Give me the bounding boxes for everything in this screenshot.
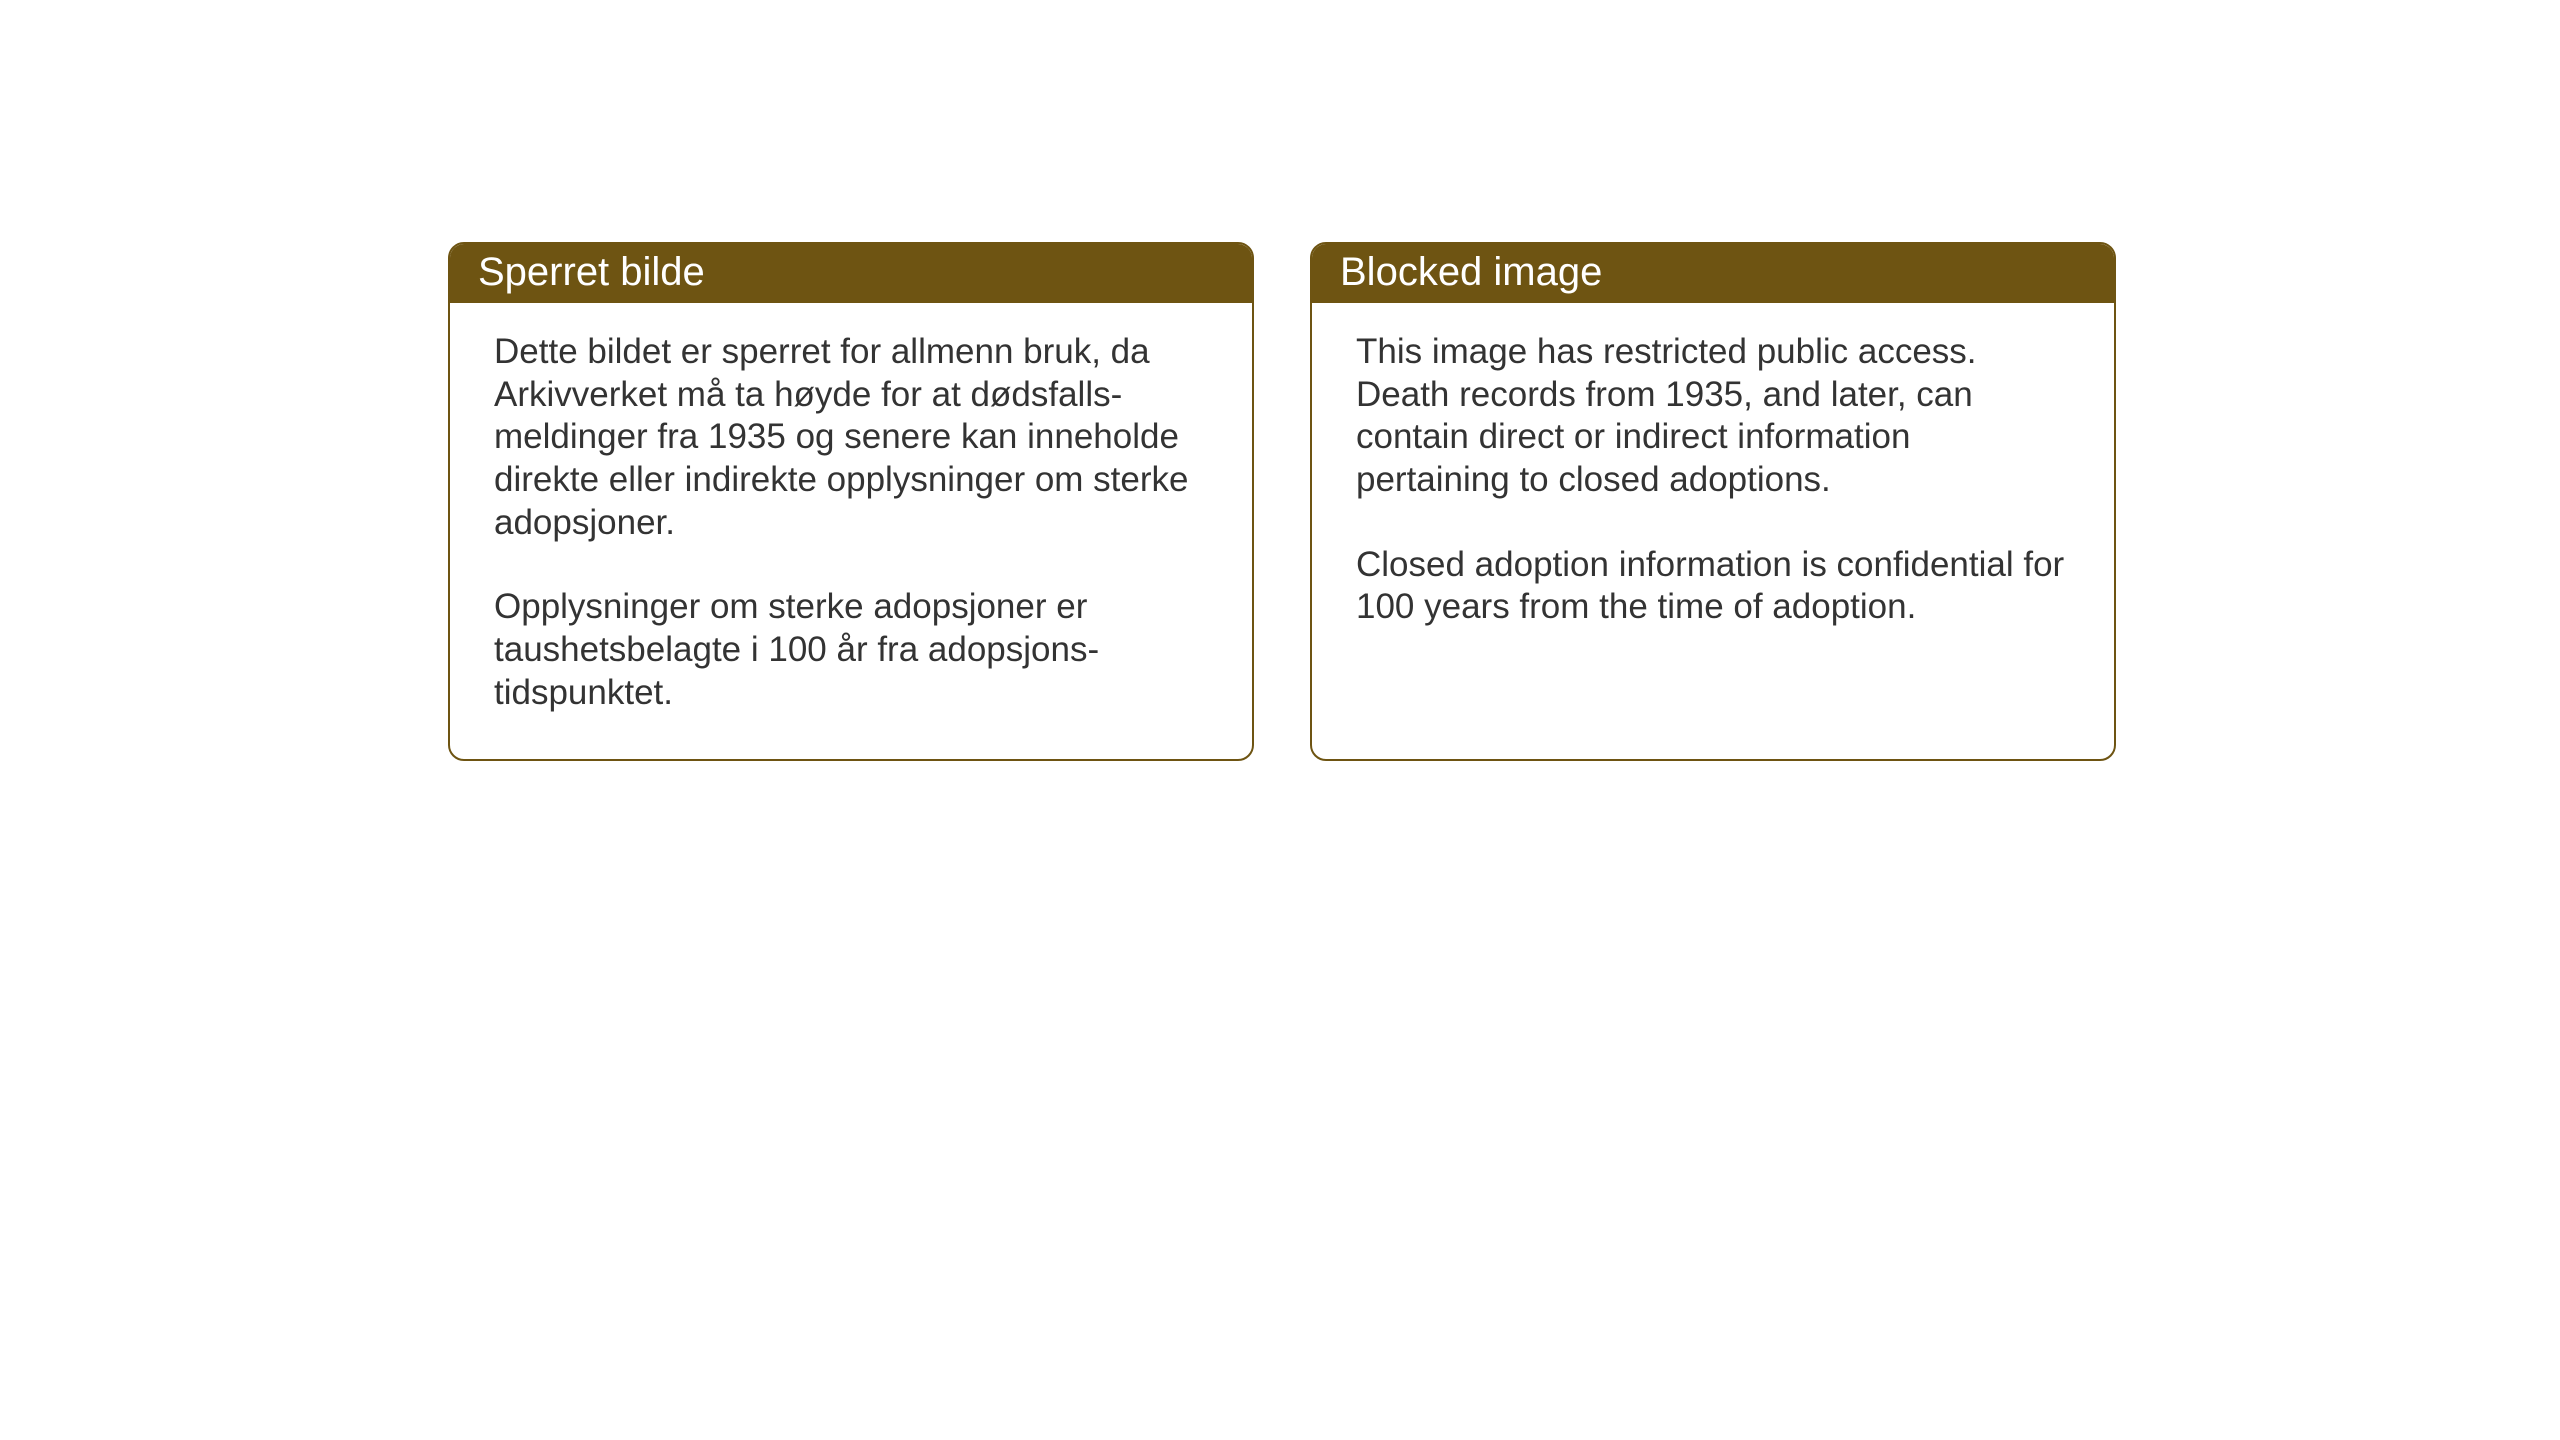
card-body-english: This image has restricted public access.… <box>1312 303 2114 673</box>
card-body-norwegian: Dette bildet er sperret for allmenn bruk… <box>450 303 1252 759</box>
card-paragraph-norwegian-2: Opplysninger om sterke adopsjoner er tau… <box>494 586 1208 714</box>
card-paragraph-norwegian-1: Dette bildet er sperret for allmenn bruk… <box>494 331 1208 544</box>
card-paragraph-english-1: This image has restricted public access.… <box>1356 331 2070 502</box>
card-paragraph-english-2: Closed adoption information is confident… <box>1356 544 2070 629</box>
card-header-english: Blocked image <box>1312 244 2114 303</box>
card-title-norwegian: Sperret bilde <box>478 250 705 294</box>
cards-container: Sperret bilde Dette bildet er sperret fo… <box>448 242 2116 761</box>
card-header-norwegian: Sperret bilde <box>450 244 1252 303</box>
card-title-english: Blocked image <box>1340 250 1602 294</box>
notice-card-english: Blocked image This image has restricted … <box>1310 242 2116 761</box>
notice-card-norwegian: Sperret bilde Dette bildet er sperret fo… <box>448 242 1254 761</box>
